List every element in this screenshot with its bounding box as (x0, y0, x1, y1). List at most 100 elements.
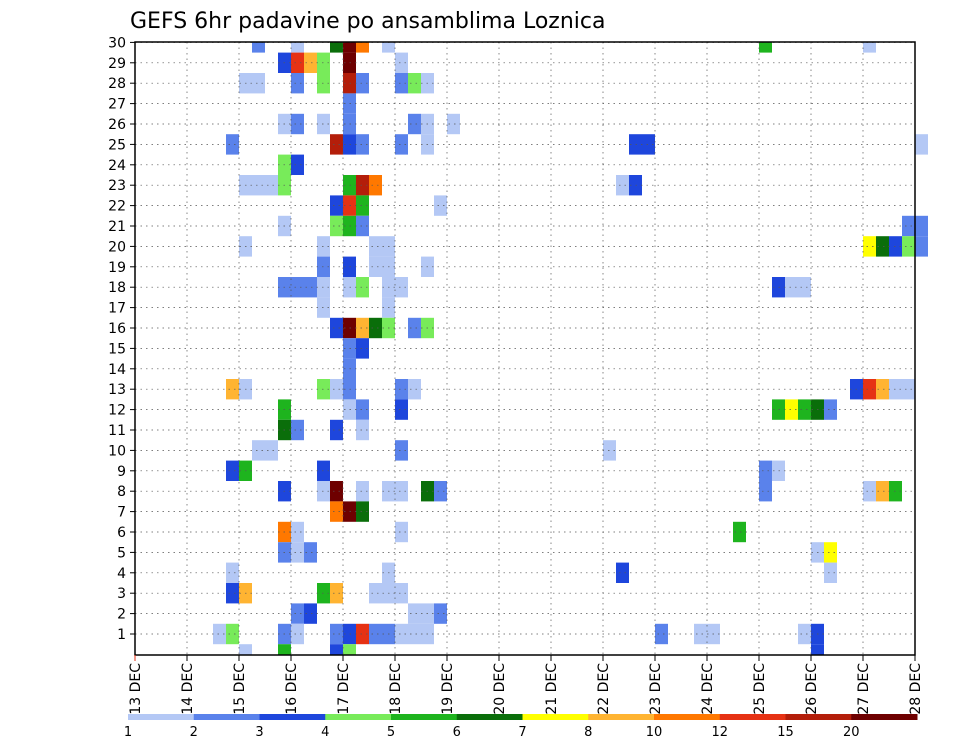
y-tick-label: 21 (108, 219, 126, 235)
legend-label: 8 (584, 725, 592, 740)
heatmap-cell (356, 175, 369, 196)
heatmap-cell (655, 623, 668, 645)
heatmap-cell (330, 623, 343, 645)
heatmap-cell (356, 277, 369, 298)
heatmap-cell (369, 236, 395, 257)
heatmap-cell (408, 379, 421, 400)
legend-swatch (193, 714, 260, 720)
y-tick-label: 11 (108, 423, 126, 439)
heatmap-cell (330, 481, 343, 502)
heatmap-cell (811, 644, 824, 655)
heatmap-cell (395, 134, 408, 155)
heatmap-cell (408, 73, 421, 94)
heatmap-cell (824, 562, 837, 583)
heatmap-cell (824, 542, 837, 563)
heatmap-cell (369, 175, 382, 196)
legend-swatch (851, 714, 918, 720)
heatmap-cell (330, 42, 343, 53)
y-tick-label: 29 (108, 56, 126, 72)
heatmap-cell (291, 542, 304, 563)
heatmap-cell (356, 195, 369, 216)
heatmap-cell (304, 542, 317, 563)
x-tick-label: 15 DEC (232, 663, 248, 715)
heatmap-cell (356, 317, 369, 339)
heatmap-cell (330, 134, 343, 155)
x-tick-label: 28 DEC (908, 663, 924, 715)
heatmap-cell (291, 603, 304, 624)
heatmap-cell (330, 195, 343, 216)
heatmap-cell (226, 134, 239, 155)
x-tick-label: 23 DEC (648, 663, 664, 715)
y-tick-label: 24 (108, 158, 126, 174)
heatmap-cell (330, 419, 343, 441)
x-tick-label: 24 DEC (700, 663, 716, 715)
heatmap-cell (876, 481, 889, 502)
y-tick-label: 8 (117, 484, 126, 500)
x-tick-label: 16 DEC (284, 663, 300, 715)
heatmap-cell (252, 440, 278, 461)
heatmap-cell (330, 215, 343, 237)
legend-swatch (128, 714, 195, 720)
heatmap-cell (915, 236, 928, 257)
y-tick-label: 28 (108, 76, 126, 92)
legend-swatch (391, 714, 458, 720)
legend-label: 6 (453, 725, 461, 740)
heatmap-cell (356, 623, 369, 645)
heatmap-cell (863, 236, 876, 257)
x-tick-label: 14 DEC (180, 663, 196, 715)
x-tick-label: 21 DEC (544, 663, 560, 715)
heatmap-cell (291, 623, 304, 645)
heatmap-cell (798, 399, 811, 420)
heatmap-cell (798, 623, 811, 645)
heatmap-cell (395, 399, 408, 420)
y-tick-label: 4 (117, 566, 126, 582)
heatmap-cell (356, 215, 369, 237)
y-tick-label: 20 (108, 239, 126, 255)
heatmap-cell (785, 277, 811, 298)
x-tick-label: 18 DEC (388, 663, 404, 715)
y-tick-label: 1 (117, 627, 126, 643)
heatmap-cell (382, 42, 395, 53)
heatmap-cell (330, 317, 343, 339)
heatmap-cell (226, 460, 239, 481)
heatmap-cell (785, 399, 798, 420)
heatmap-cell (213, 623, 226, 645)
y-tick-label: 6 (117, 525, 126, 541)
heatmap-cell (876, 236, 889, 257)
y-tick-label: 22 (108, 199, 126, 215)
legend-label: 12 (711, 725, 728, 740)
heatmap-cell (226, 562, 239, 583)
x-tick-label: 26 DEC (804, 663, 820, 715)
legend-label: 5 (387, 725, 395, 740)
y-tick-label: 26 (108, 117, 126, 133)
legend-label: 2 (190, 725, 198, 740)
x-tick-label: 19 DEC (440, 663, 456, 715)
heatmap-cell (239, 175, 278, 196)
heatmap-cell (395, 440, 408, 461)
y-tick-label: 10 (108, 443, 126, 459)
legend-swatch (325, 714, 392, 720)
heatmap-cell (408, 113, 421, 135)
legend-label: 10 (646, 725, 663, 740)
heatmap-cell (278, 644, 291, 655)
legend-swatch (719, 714, 786, 720)
heatmap-cell (356, 338, 369, 359)
heatmap-cell (291, 52, 304, 73)
heatmap-cell (291, 42, 304, 53)
heatmap-cell (395, 623, 434, 645)
legend-swatch (456, 714, 523, 720)
y-tick-label: 3 (117, 586, 126, 602)
x-tick-label: 20 DEC (492, 663, 508, 715)
heatmap-cell (330, 501, 343, 522)
x-tick-label: 22 DEC (596, 663, 612, 715)
heatmap-cell (356, 134, 369, 155)
heatmap-cell (356, 399, 369, 420)
heatmap-cell (304, 52, 317, 73)
heatmap-cell (876, 379, 889, 400)
heatmap-cell (239, 644, 252, 655)
x-tick-label: 13 DEC (128, 663, 144, 715)
y-tick-label: 25 (108, 137, 126, 153)
y-tick-label: 2 (117, 607, 126, 623)
heatmap-cell (330, 583, 343, 604)
